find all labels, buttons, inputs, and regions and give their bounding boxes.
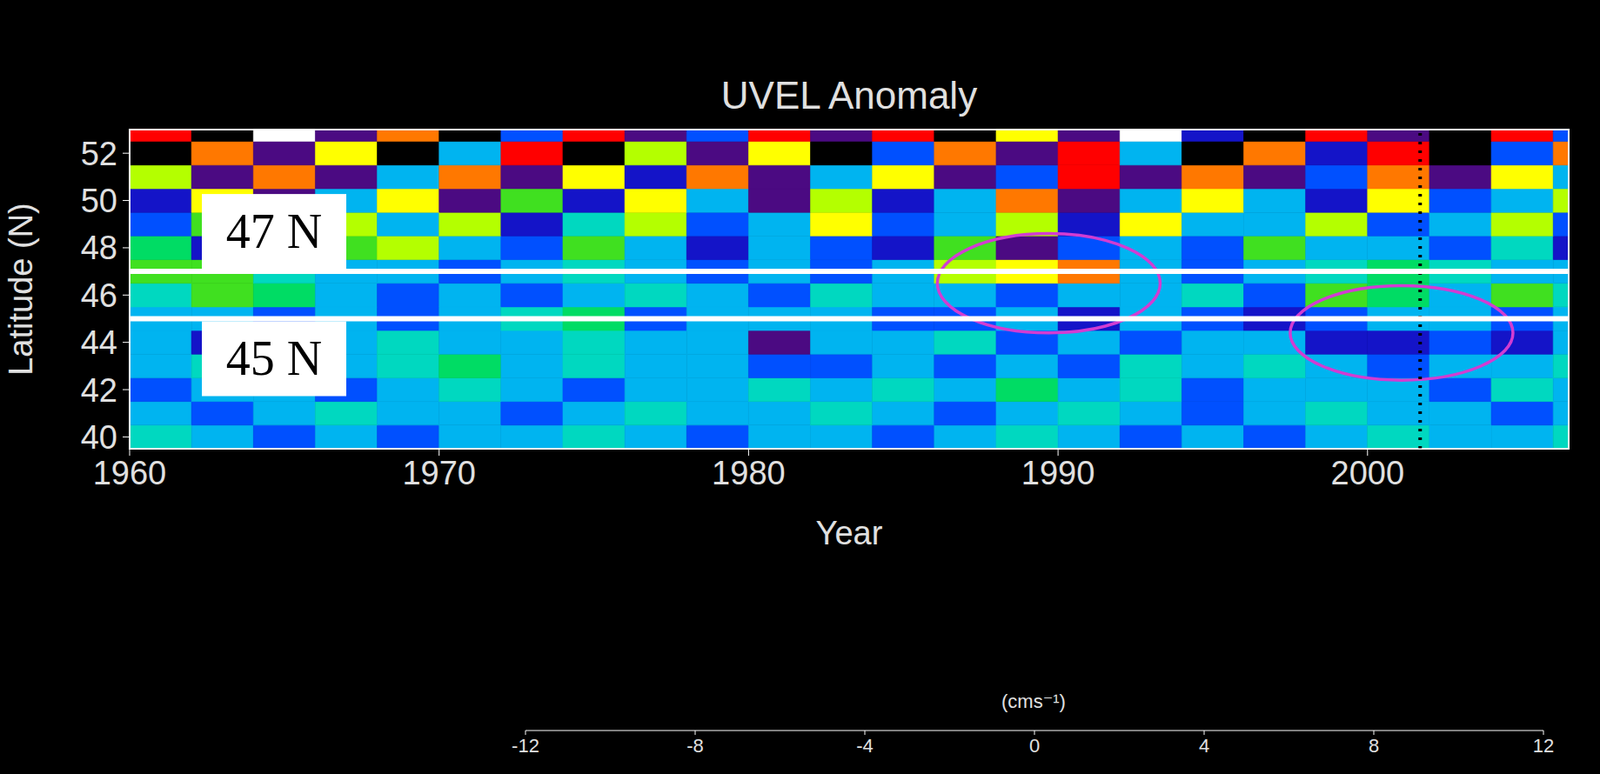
svg-text:42: 42 — [80, 372, 118, 409]
svg-text:1960: 1960 — [93, 455, 168, 492]
svg-text:4: 4 — [1198, 735, 1210, 757]
svg-text:2000: 2000 — [1331, 455, 1406, 492]
svg-text:46: 46 — [80, 277, 118, 315]
svg-text:-12: -12 — [511, 735, 540, 757]
svg-text:40: 40 — [80, 419, 118, 456]
svg-text:-4: -4 — [856, 735, 874, 757]
svg-text:50: 50 — [80, 182, 118, 220]
svg-text:1970: 1970 — [401, 455, 476, 492]
svg-text:Year: Year — [816, 515, 884, 552]
svg-text:-8: -8 — [686, 735, 704, 757]
svg-text:52: 52 — [80, 135, 118, 173]
svg-text:8: 8 — [1368, 735, 1380, 757]
svg-text:Latitude (N): Latitude (N) — [2, 202, 40, 376]
svg-text:12: 12 — [1533, 735, 1554, 757]
html-text:(cms⁻¹): (cms⁻¹) — [1001, 690, 1066, 713]
svg-text:48: 48 — [80, 229, 118, 267]
svg-text:0: 0 — [1029, 735, 1040, 757]
svg-text:45 N: 45 N — [226, 331, 322, 386]
svg-text:1990: 1990 — [1021, 455, 1096, 492]
svg-text:1980: 1980 — [711, 455, 786, 492]
svg-text:44: 44 — [80, 324, 118, 362]
html-text:UVEL Anomaly: UVEL Anomaly — [721, 73, 978, 117]
svg-text:47 N: 47 N — [226, 204, 322, 259]
